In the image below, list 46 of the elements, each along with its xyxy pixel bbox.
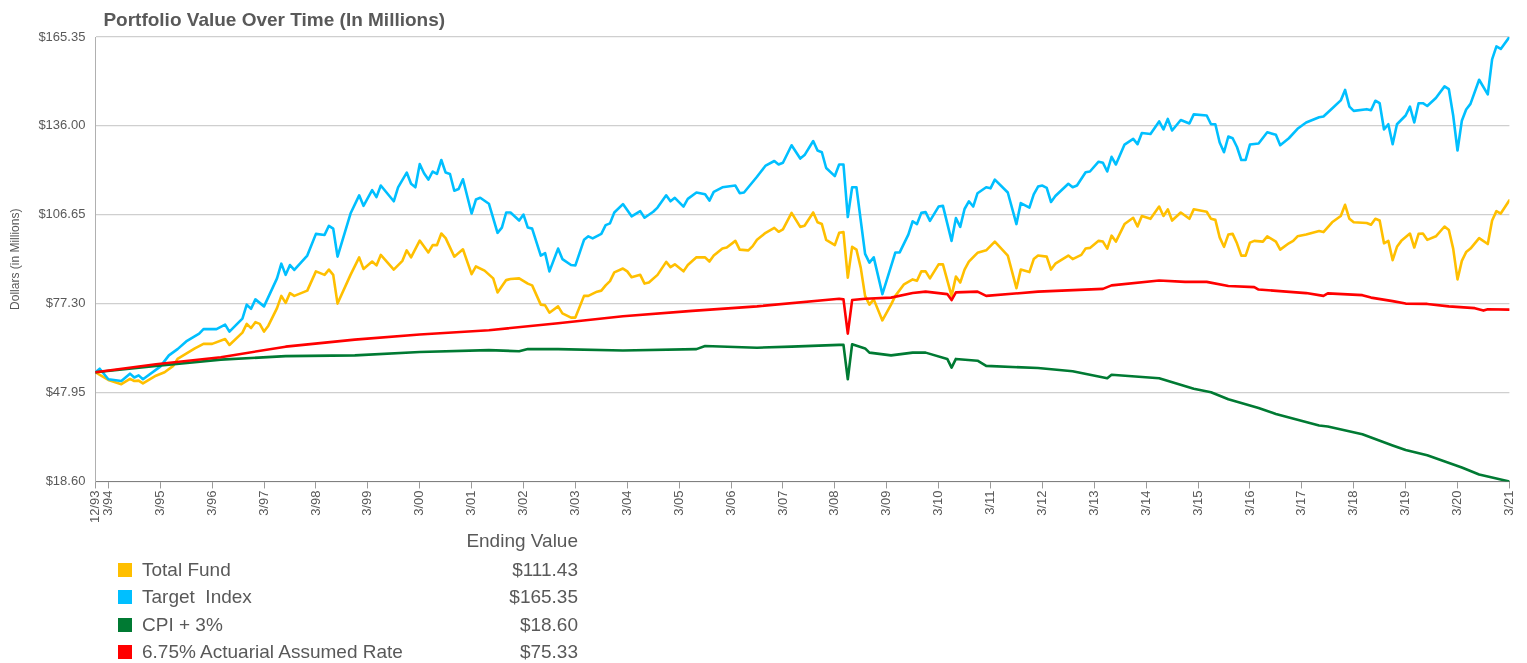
x-tick-label: 3/06: [722, 490, 738, 516]
y-tick-label: $18.60: [45, 473, 86, 489]
legend-label: 6.75% Actuarial Assumed Rate: [142, 641, 404, 663]
x-tick-label: 3/96: [203, 490, 219, 516]
y-tick-label: $47.95: [45, 384, 86, 400]
x-tick-label: 3/20: [1449, 490, 1465, 516]
x-tick-label: 3/95: [151, 490, 167, 516]
text: $165.35: [508, 586, 578, 609]
x-tick-label: 3/12: [1033, 490, 1049, 516]
legend-label: CPI + 3%: [142, 613, 224, 636]
chart-title: Portfolio Value Over Time (In Millions): [103, 9, 446, 30]
x-tick-label: 3/19: [1397, 490, 1413, 516]
x-tick-label: 3/02: [515, 490, 531, 516]
x-tick-label: 3/00: [411, 490, 427, 516]
x-tick-label: 3/16: [1241, 490, 1257, 516]
x-tick-label: 3/09: [878, 490, 894, 516]
x-tick-label: 3/94: [99, 490, 115, 516]
y-tick-label: $106.65: [38, 206, 86, 222]
x-tick-label: 3/10: [930, 490, 946, 516]
text: $111.43: [511, 558, 578, 581]
x-tick-label: 3/21: [1500, 490, 1516, 516]
x-tick-label: 3/15: [1189, 490, 1205, 516]
y-axis-title: Dollars (in Millions): [7, 208, 22, 310]
x-tick-label: 3/97: [255, 490, 271, 516]
legend-label: Target Index: [142, 586, 253, 609]
x-tick-label: 3/07: [774, 490, 790, 516]
text: $75.33: [518, 641, 578, 663]
y-tick-label: $165.35: [38, 28, 86, 44]
y-tick-label: $136.00: [38, 117, 86, 133]
x-tick-label: 3/17: [1293, 490, 1309, 516]
x-tick-label: 3/13: [1085, 490, 1101, 516]
x-tick-label: 3/08: [826, 490, 842, 516]
legend-label: Total Fund: [142, 558, 232, 581]
x-tick-label: 3/05: [670, 490, 686, 516]
text: Ending Value: [465, 530, 578, 553]
x-tick-label: 3/03: [566, 490, 582, 516]
x-tick-label: 3/18: [1345, 490, 1361, 516]
x-tick-label: 3/14: [1137, 490, 1153, 516]
x-tick-label: 3/98: [307, 490, 323, 516]
text: $18.60: [518, 613, 578, 636]
x-tick-label: 3/11: [982, 490, 998, 515]
x-tick-label: 12/93: [86, 490, 102, 524]
x-tick-label: 3/01: [463, 490, 479, 516]
x-tick-label: 3/04: [618, 490, 634, 516]
x-tick-label: 3/99: [359, 490, 375, 516]
y-tick-label: $77.30: [45, 295, 86, 311]
